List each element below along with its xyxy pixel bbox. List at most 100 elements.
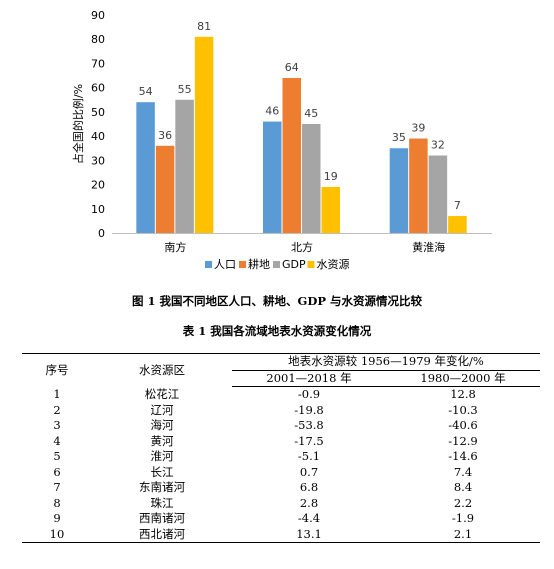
cell-period1: -0.9 [297,387,321,401]
cell-period2: 7.4 [453,464,473,479]
header-region: 水资源区 [92,353,232,387]
y-tick-label: 10 [91,203,105,216]
cell-period1: 0.7 [299,464,319,479]
cell-period2: -1.9 [451,511,475,525]
data-label: 54 [139,85,153,98]
cell-region: 辽河 [150,402,174,417]
y-tick-label: 70 [91,57,105,70]
table-caption: 表 1 我国各流域地表水资源变化情况 [182,324,372,338]
cell-period1: -19.8 [294,402,324,417]
y-tick-label: 20 [91,179,105,192]
cell-period2: 2.1 [386,526,540,543]
bar [409,138,428,233]
legend-entry: 耕地 [248,257,270,271]
cell-index: 10 [22,526,92,543]
legend-entry: 人口 [214,258,236,271]
y-tick-label: 50 [91,106,105,119]
data-label: 46 [265,105,279,118]
y-tick-label: 90 [91,9,105,22]
legend-swatch [205,261,212,268]
y-tick-label: 80 [91,33,105,46]
table-row: 3 海河 -53.8 -40.6 [22,418,540,434]
cell-region: 黄河 [150,433,174,448]
table-row: 9 西南诸河 -4.4 -1.9 [22,511,540,527]
cell-period1: 6.8 [299,480,319,494]
cell-period2: -40.6 [448,418,478,432]
table-row: 7 东南诸河 6.8 8.4 [22,480,540,496]
cell-index: 1 [53,386,61,401]
cell-period2: -10.3 [448,402,478,417]
cell-period1: -5.1 [297,449,321,463]
cell-period2: 8.4 [453,480,473,494]
cell-period1: 2.8 [299,495,319,510]
cell-period2: -14.6 [448,449,478,463]
cell-period1: -53.8 [294,418,324,432]
bar [302,124,321,233]
table-row: 5 淮河 -5.1 -14.6 [22,449,540,465]
cell-period1: -17.5 [294,433,324,448]
cell-index: 4 [53,433,61,448]
bar [155,145,175,233]
y-tick-label: 40 [91,130,105,143]
data-label: 55 [178,83,192,96]
data-label: 7 [454,199,461,212]
cell-period2: 12.8 [450,387,476,401]
cell-index: 2 [53,402,61,417]
bar [263,121,282,233]
legend-swatch [273,261,280,268]
x-tick-label: 南方 [164,240,186,254]
legend-swatch [307,261,315,268]
bar [321,186,340,233]
cell-period1: 13.1 [232,526,386,543]
cell-index: 7 [53,480,61,494]
data-label: 32 [431,138,445,151]
cell-index: 6 [53,464,61,479]
table-row: 6 长江 0.7 7.4 [22,465,540,481]
legend-entry: GDP [282,258,306,271]
legend-entry: 水资源 [317,257,350,271]
header-period2: 1980—2000 年 [386,370,540,387]
bar-chart: 0 10 20 30 40 50 60 70 80 90 占全国的比例/% 54 36 55 81 南方 46 6… [71,9,492,271]
cell-index: 8 [53,495,61,510]
bar [282,77,301,233]
bar [136,102,155,233]
cell-period1: -4.4 [297,511,321,525]
y-tick-label: 0 [98,227,105,240]
data-label: 19 [324,170,338,183]
cell-index: 5 [53,449,61,463]
table-row: 1 松花江 -0.9 12.8 [22,387,540,403]
bar [389,148,409,233]
header-change: 地表水资源较 1956—1979 年变化/% [232,353,540,371]
cell-region: 长江 [150,464,174,479]
bar [175,99,194,234]
cell-region: 海河 [150,418,174,432]
cell-index: 9 [53,511,61,525]
data-label: 39 [411,122,425,135]
cell-region: 东南诸河 [139,480,185,494]
cell-period2: -12.9 [448,433,478,448]
header-period1: 2001—2018 年 [232,370,386,387]
table-row: 10 西北诸河 13.1 2.1 [22,526,540,543]
data-label: 45 [304,107,318,120]
table-row: 4 黄河 -17.5 -12.9 [22,434,540,450]
legend-swatch [239,261,246,268]
bar [194,36,214,233]
x-tick-label: 黄淮海 [412,240,445,254]
x-tick-label: 北方 [291,240,313,254]
y-axis-label: 占全国的比例/% [71,84,85,164]
header-index: 序号 [22,353,92,387]
cell-region: 西北诸河 [92,526,232,543]
cell-region: 松花江 [144,386,180,401]
cell-region: 淮河 [150,449,174,463]
cell-period2: 2.2 [453,495,473,510]
bar [448,216,467,233]
data-label: 35 [392,131,406,144]
table-row: 2 辽河 -19.8 -10.3 [22,403,540,419]
cell-region: 珠江 [150,495,174,510]
data-table: 序号 水资源区 地表水资源较 1956—1979 年变化/% 2001—2018… [22,353,540,543]
y-tick-label: 60 [91,82,105,95]
cell-index: 3 [53,418,61,432]
data-label: 36 [158,129,172,142]
data-label: 64 [285,61,299,74]
table-row: 8 珠江 2.8 2.2 [22,496,540,512]
